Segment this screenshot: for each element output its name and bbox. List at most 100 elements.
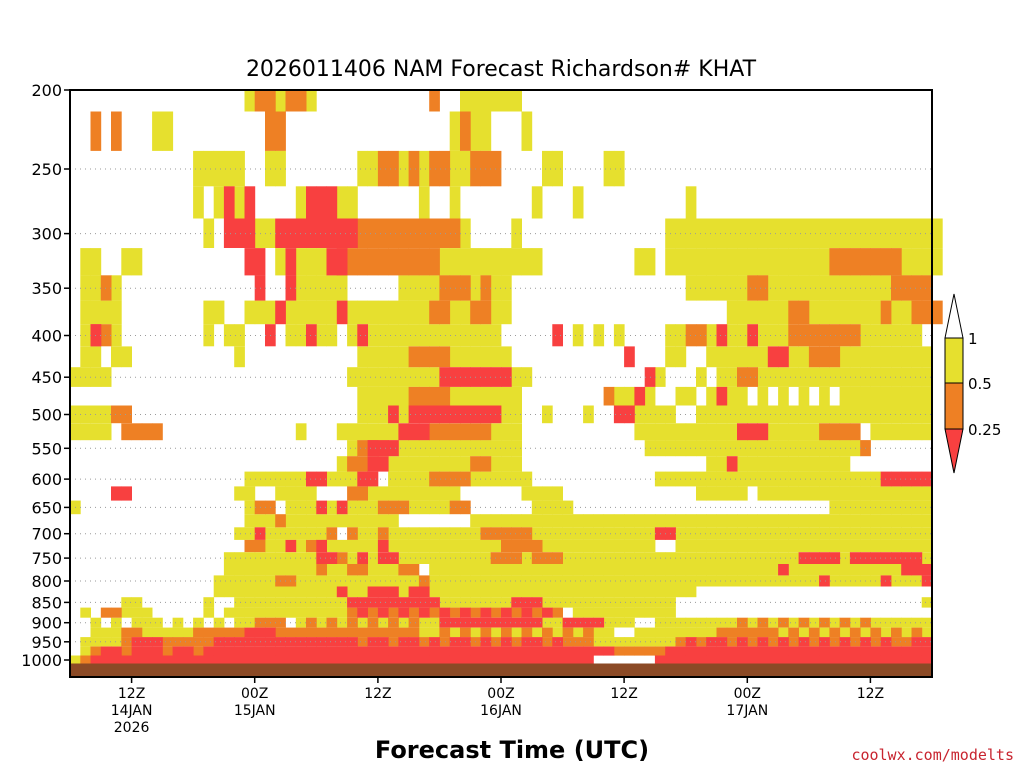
heatmap-cell (367, 386, 379, 406)
heatmap-cell (490, 423, 502, 441)
heatmap-cell (388, 471, 399, 487)
heatmap-cell (839, 346, 851, 368)
heatmap-cell (829, 218, 841, 248)
heatmap-cell (521, 564, 533, 576)
heatmap-cell (696, 646, 707, 656)
heatmap-cell (808, 423, 820, 441)
heatmap-cell (747, 405, 758, 424)
heatmap-cell (767, 575, 779, 587)
heatmap-cell (849, 300, 861, 325)
heatmap-cell (449, 386, 461, 406)
heatmap-cell (798, 324, 810, 347)
heatmap-cell (398, 539, 410, 553)
heatmap-cell (767, 514, 779, 528)
heatmap-cell (306, 646, 317, 656)
heatmap-cell (665, 423, 676, 441)
heatmap-cell (624, 527, 635, 540)
heatmap-cell (121, 423, 132, 441)
heatmap-cell (326, 586, 338, 598)
heatmap-cell (347, 456, 358, 472)
heatmap-cell (798, 575, 810, 587)
heatmap-cell (870, 627, 882, 638)
heatmap-cell (521, 248, 533, 276)
heatmap-cell (265, 90, 276, 112)
heatmap-cell (521, 637, 533, 647)
heatmap-cell (737, 218, 748, 248)
heatmap-cell (377, 597, 389, 608)
heatmap-cell (511, 655, 522, 664)
heatmap-cell (531, 564, 543, 576)
heatmap-cell (480, 423, 492, 441)
heatmap-cell (480, 386, 492, 406)
heatmap-cell (162, 627, 174, 638)
heatmap-cell (829, 471, 841, 487)
heatmap-cell (347, 617, 358, 628)
heatmap-cell (542, 500, 553, 515)
heatmap-cell (408, 500, 420, 515)
heatmap-cell (737, 471, 748, 487)
heatmap-cell (819, 423, 830, 441)
heatmap-cell (778, 646, 789, 656)
heatmap-cell (121, 597, 132, 608)
heatmap-cell (665, 586, 676, 598)
heatmap-cell (829, 456, 841, 472)
heatmap-cell (275, 627, 286, 638)
heatmap-cell (398, 637, 410, 647)
heatmap-cell (429, 586, 440, 598)
heatmap-cell (624, 564, 635, 576)
heatmap-cell (778, 627, 789, 638)
colorbar: 10.50.25 (944, 293, 1001, 474)
heatmap-cell (418, 500, 430, 515)
heatmap-cell (398, 575, 410, 587)
heatmap-cell (275, 607, 286, 618)
heatmap-cell (870, 346, 882, 368)
heatmap-cell (706, 637, 717, 647)
heatmap-cell (819, 575, 830, 587)
heatmap-cell (778, 539, 789, 553)
heatmap-cell (306, 539, 317, 553)
heatmap-cell (490, 471, 502, 487)
heatmap-cell (685, 248, 697, 276)
heatmap-cell (839, 527, 851, 540)
heatmap-cell (336, 586, 348, 598)
heatmap-cell (860, 627, 871, 638)
heatmap-cell (336, 597, 348, 608)
heatmap-cell (583, 539, 594, 553)
heatmap-cell (511, 597, 522, 608)
heatmap-cell (100, 646, 112, 656)
heatmap-cell (808, 486, 820, 501)
heatmap-cell (726, 275, 738, 301)
heatmap-cell (891, 646, 902, 656)
heatmap-cell (326, 186, 338, 219)
heatmap-cell (223, 655, 235, 664)
heatmap-cell (860, 646, 871, 656)
heatmap-cell (100, 405, 112, 424)
heatmap-cell (408, 617, 420, 628)
heatmap-cell (244, 607, 256, 618)
heatmap-cell (552, 655, 563, 664)
heatmap-cell (593, 646, 605, 656)
heatmap-cell (583, 552, 594, 564)
heatmap-cell (152, 617, 163, 628)
heatmap-cell (747, 646, 758, 656)
heatmap-cell (501, 405, 512, 424)
heatmap-cell (552, 539, 563, 553)
heatmap-cell (213, 586, 225, 598)
heatmap-cell (336, 617, 348, 628)
heatmap-cell (911, 637, 923, 647)
heatmap-cell (336, 218, 348, 248)
heatmap-cell (234, 637, 245, 647)
heatmap-cell (737, 440, 748, 457)
heatmap-cell (162, 655, 174, 664)
heatmap-cell (706, 527, 717, 540)
heatmap-cell (347, 637, 358, 647)
heatmap-cell (696, 275, 707, 301)
heatmap-cell (511, 471, 522, 487)
heatmap-cell (901, 539, 912, 553)
heatmap-cell (223, 552, 235, 564)
heatmap-cell (778, 471, 789, 487)
y-tick-label: 800 (31, 572, 62, 591)
heatmap-cell (244, 527, 256, 540)
heatmap-cell (203, 324, 215, 347)
heatmap-cell (757, 552, 769, 564)
